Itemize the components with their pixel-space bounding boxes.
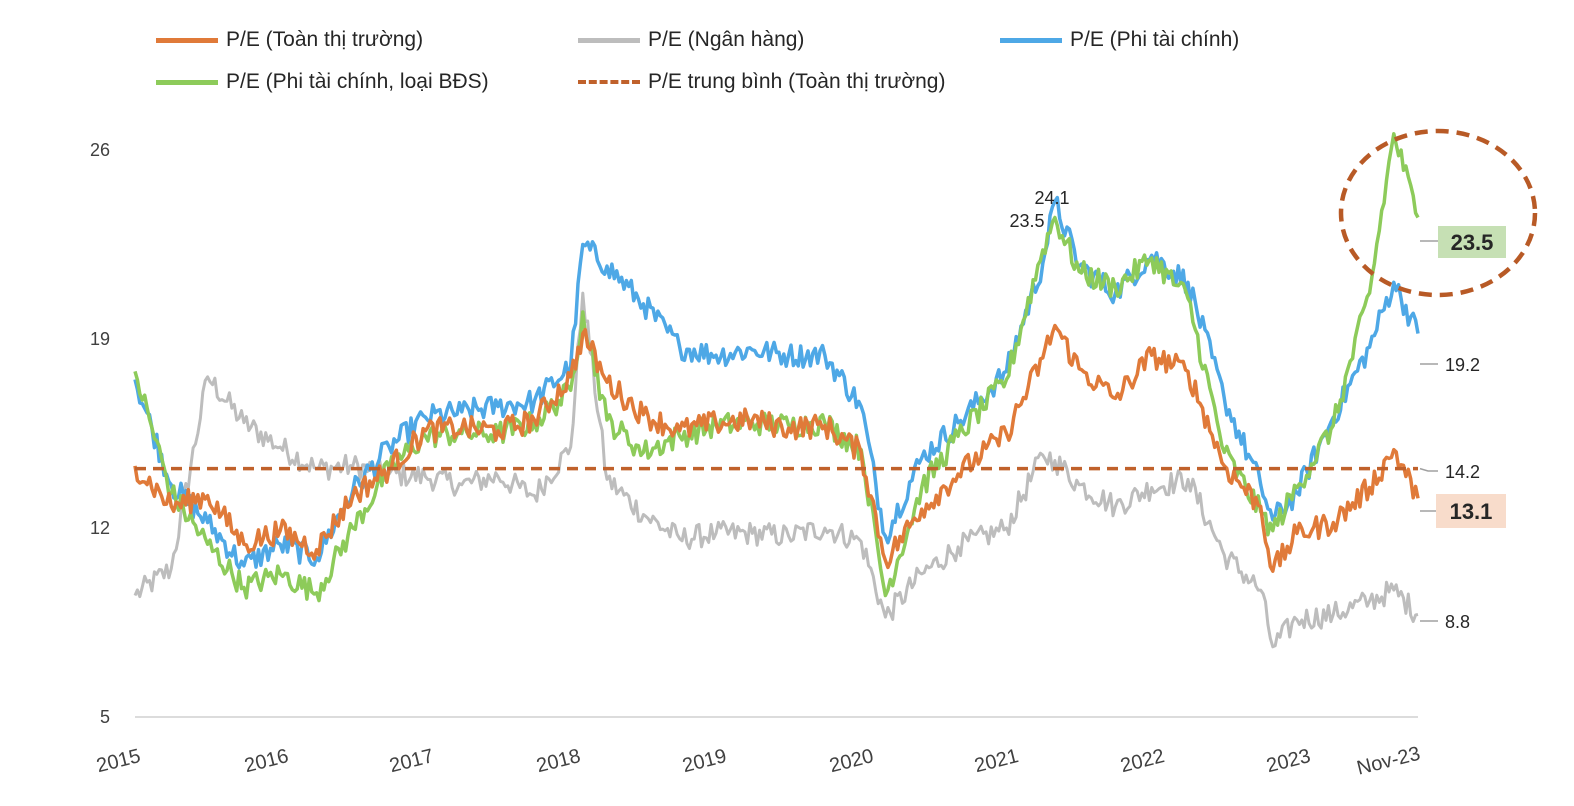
end-label-nonfin-exre: 23.5 xyxy=(1451,230,1494,255)
legend-label-nonfin-exre: P/E (Phi tài chính, loại BĐS) xyxy=(226,70,489,93)
x-tick-label: 2023 xyxy=(1264,745,1313,777)
legend-swatch-market xyxy=(156,37,218,43)
end-label-box-market xyxy=(1436,494,1506,528)
series-line-nonfin xyxy=(133,195,1420,570)
legend-swatch-nonfin-exre xyxy=(156,79,218,85)
legend-swatch-average xyxy=(578,80,640,84)
y-tick-label: 26 xyxy=(90,140,110,160)
legend-item-bank: P/E (Ngân hàng) xyxy=(578,28,804,52)
chart-legend: P/E (Toàn thị trường) P/E (Ngân hàng) P/… xyxy=(0,0,1574,110)
legend-label-market: P/E (Toàn thị trường) xyxy=(226,28,424,51)
legend-item-market: P/E (Toàn thị trường) xyxy=(156,28,423,52)
x-tick-label: 2015 xyxy=(94,745,143,777)
legend-label-average: P/E trung bình (Toàn thị trường) xyxy=(648,70,946,93)
end-label-average: 14.2 xyxy=(1445,462,1480,482)
y-tick-label: 5 xyxy=(100,707,110,727)
x-tick-label: 2016 xyxy=(242,745,291,777)
x-tick-label: Nov-23 xyxy=(1355,743,1423,780)
end-label-nonfin: 19.2 xyxy=(1445,355,1480,375)
legend-item-nonfin-exre: P/E (Phi tài chính, loại BĐS) xyxy=(156,70,489,94)
end-label-market: 13.1 xyxy=(1450,499,1493,524)
y-tick-label: 12 xyxy=(90,518,110,538)
peak-label-nonfin-exre: 23.5 xyxy=(1009,211,1044,231)
x-tick-label: 2017 xyxy=(387,745,436,777)
legend-item-nonfin: P/E (Phi tài chính) xyxy=(1000,28,1239,52)
y-tick-label: 19 xyxy=(90,329,110,349)
legend-label-bank: P/E (Ngân hàng) xyxy=(648,28,805,51)
series-line-bank xyxy=(133,291,1419,649)
series-line-market xyxy=(133,323,1420,573)
x-tick-label: 2019 xyxy=(680,745,729,777)
legend-swatch-nonfin xyxy=(1000,37,1062,43)
end-leader-line xyxy=(1419,467,1438,472)
highlight-circle xyxy=(1338,128,1538,298)
x-tick-label: 2020 xyxy=(827,745,876,777)
legend-label-nonfin: P/E (Phi tài chính) xyxy=(1070,28,1240,51)
x-tick-label: 2022 xyxy=(1118,745,1167,777)
end-label-box-nonfin-exre xyxy=(1438,226,1506,258)
legend-item-average: P/E trung bình (Toàn thị trường) xyxy=(578,70,945,94)
end-label-bank: 8.8 xyxy=(1445,612,1470,632)
legend-swatch-bank xyxy=(578,37,640,43)
x-tick-label: 2021 xyxy=(972,745,1021,777)
x-tick-label: 2018 xyxy=(534,745,583,777)
peak-label-nonfin: 24.1 xyxy=(1034,188,1069,208)
